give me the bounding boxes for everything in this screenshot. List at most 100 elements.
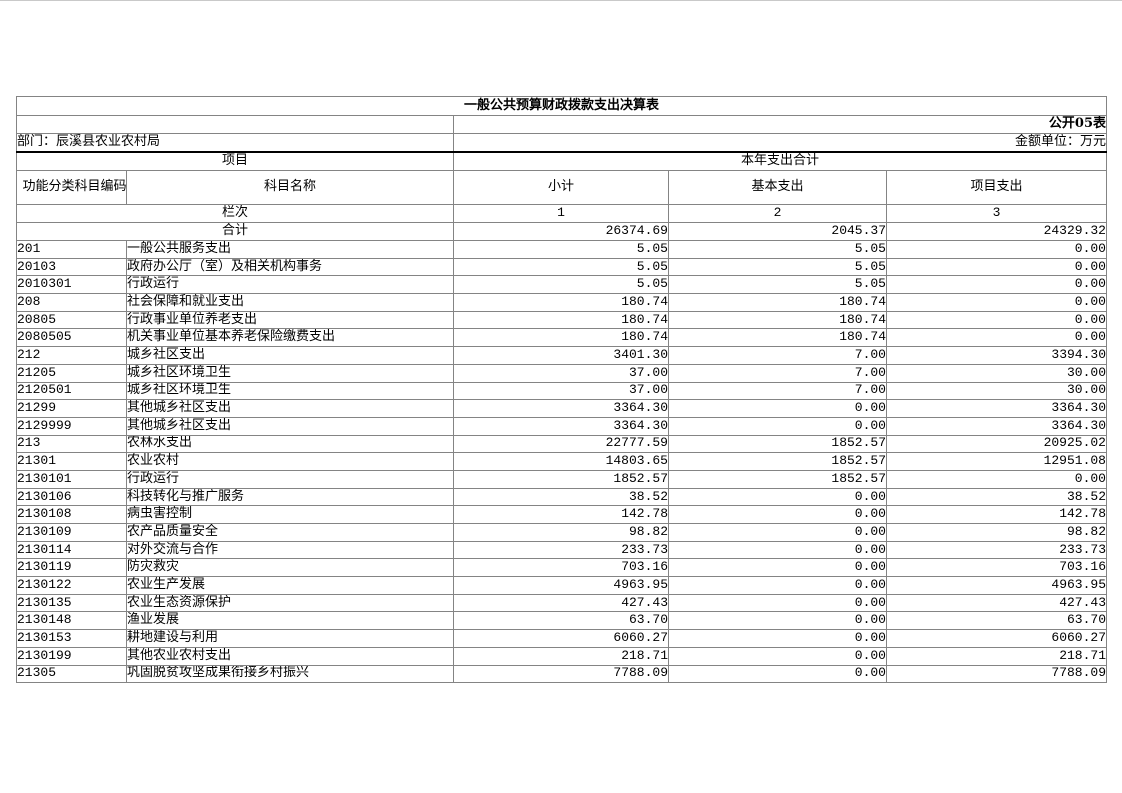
project-cell: 142.78: [886, 505, 1107, 524]
project-cell: 233.73: [886, 540, 1107, 560]
code-cell: 21299: [16, 399, 127, 418]
subtotal-cell: 180.74: [453, 310, 669, 330]
subtotal-cell: 3364.30: [453, 399, 669, 418]
project-cell: 7788.09: [886, 664, 1107, 684]
subtotal-cell: 233.73: [453, 540, 669, 560]
year-total-group-header: 本年支出合计: [453, 151, 1107, 171]
table-row: 2130106 科技转化与推广服务 38.52 0.00 38.52: [16, 487, 1107, 507]
code-cell: 213: [16, 434, 127, 454]
table-title: 一般公共预算财政拨款支出决算表: [16, 96, 1107, 116]
name-cell: 其他农业农村支出: [126, 646, 454, 666]
project-cell: 3364.30: [886, 416, 1107, 436]
col-header-name: 科目名称: [126, 170, 454, 205]
basic-cell: 180.74: [668, 328, 887, 348]
code-cell: 2010301: [16, 275, 127, 295]
basic-cell: 0.00: [668, 416, 887, 436]
subtotal-cell: 14803.65: [453, 452, 669, 471]
name-cell: 农产品质量安全: [126, 523, 454, 542]
table-row: 2130153 耕地建设与利用 6060.27 0.00 6060.27: [16, 629, 1107, 648]
basic-cell: 0.00: [668, 523, 887, 542]
name-cell: 耕地建设与利用: [126, 629, 454, 648]
table-row: 21301 农业农村 14803.65 1852.57 12951.08: [16, 452, 1107, 471]
code-cell: 2130109: [16, 523, 127, 542]
code-cell: 201: [16, 240, 127, 259]
name-cell: 巩固脱贫攻坚成果衔接乡村振兴: [126, 664, 454, 684]
basic-cell: 1852.57: [668, 469, 887, 489]
sheet-label-row: 公开05表: [16, 115, 1107, 134]
project-cell: 427.43: [886, 593, 1107, 613]
name-cell: 农业生产发展: [126, 576, 454, 595]
table-row: 2129999 其他城乡社区支出 3364.30 0.00 3364.30: [16, 416, 1107, 436]
table-row: 2010301 行政运行 5.05 5.05 0.00: [16, 275, 1107, 295]
table-row: 213 农林水支出 22777.59 1852.57 20925.02: [16, 434, 1107, 454]
lane-row-label: 栏次: [16, 204, 454, 223]
project-cell: 0.00: [886, 469, 1107, 489]
col-header-code-label: 功能分类科目编码: [22, 179, 127, 195]
project-cell: 6060.27: [886, 629, 1107, 648]
basic-cell: 0.00: [668, 611, 887, 631]
name-cell: 机关事业单位基本养老保险缴费支出: [126, 328, 454, 348]
subtotal-cell: 3401.30: [453, 346, 669, 365]
subtotal-cell: 142.78: [453, 505, 669, 524]
table-row: 2130148 渔业发展 63.70 0.00 63.70: [16, 611, 1107, 631]
column-header-row: 功能分类科目编码 科目名称 小计 基本支出 项目支出: [16, 170, 1107, 205]
table-row: 21205 城乡社区环境卫生 37.00 7.00 30.00: [16, 363, 1107, 383]
subtotal-cell: 180.74: [453, 328, 669, 348]
code-cell: 208: [16, 293, 127, 312]
project-cell: 4963.95: [886, 576, 1107, 595]
page-top-edge-line: [0, 0, 1122, 1]
code-cell: 20805: [16, 310, 127, 330]
code-cell: 21305: [16, 664, 127, 684]
basic-cell: 0.00: [668, 558, 887, 578]
col-header-code: 功能分类科目编码: [16, 170, 127, 205]
code-cell: 21205: [16, 363, 127, 383]
basic-cell: 180.74: [668, 310, 887, 330]
project-cell: 3394.30: [886, 346, 1107, 365]
code-cell: 2130106: [16, 487, 127, 507]
code-cell: 2130153: [16, 629, 127, 648]
total-row: 合计 26374.69 2045.37 24329.32: [16, 222, 1107, 241]
lane-col-3: 3: [886, 204, 1107, 223]
code-cell: 2120501: [16, 381, 127, 401]
project-group-header: 项目: [16, 151, 454, 171]
table-body: 201 一般公共服务支出 5.05 5.05 0.00 20103 政府办公厅（…: [16, 240, 1107, 684]
basic-cell: 0.00: [668, 576, 887, 595]
project-cell: 98.82: [886, 523, 1107, 542]
code-cell: 21301: [16, 452, 127, 471]
subtotal-cell: 703.16: [453, 558, 669, 578]
name-cell: 城乡社区环境卫生: [126, 363, 454, 383]
table-row: 2130114 对外交流与合作 233.73 0.00 233.73: [16, 540, 1107, 560]
table-row: 208 社会保障和就业支出 180.74 180.74 0.00: [16, 293, 1107, 312]
basic-cell: 7.00: [668, 346, 887, 365]
table-row: 2130199 其他农业农村支出 218.71 0.00 218.71: [16, 646, 1107, 666]
code-cell: 2130135: [16, 593, 127, 613]
lane-col-2: 2: [668, 204, 887, 223]
subtotal-cell: 5.05: [453, 240, 669, 259]
basic-cell: 1852.57: [668, 452, 887, 471]
project-cell: 0.00: [886, 240, 1107, 259]
basic-cell: 5.05: [668, 257, 887, 277]
subtotal-cell: 38.52: [453, 487, 669, 507]
name-cell: 科技转化与推广服务: [126, 487, 454, 507]
name-cell: 病虫害控制: [126, 505, 454, 524]
name-cell: 行政事业单位养老支出: [126, 310, 454, 330]
subtotal-cell: 63.70: [453, 611, 669, 631]
subtotal-cell: 4963.95: [453, 576, 669, 595]
project-cell: 30.00: [886, 381, 1107, 401]
table-row: 20103 政府办公厅（室）及相关机构事务 5.05 5.05 0.00: [16, 257, 1107, 277]
name-cell: 其他城乡社区支出: [126, 416, 454, 436]
sheet-row-empty-cell: [16, 115, 454, 134]
project-cell: 30.00: [886, 363, 1107, 383]
subtotal-cell: 218.71: [453, 646, 669, 666]
basic-cell: 0.00: [668, 646, 887, 666]
basic-cell: 5.05: [668, 275, 887, 295]
table-row: 21299 其他城乡社区支出 3364.30 0.00 3364.30: [16, 399, 1107, 418]
department-row: 部门：辰溪县农业农村局 金额单位：万元: [16, 133, 1107, 153]
code-cell: 2130199: [16, 646, 127, 666]
total-basic-cell: 2045.37: [668, 222, 887, 241]
total-row-label: 合计: [16, 222, 454, 241]
project-cell: 0.00: [886, 293, 1107, 312]
subtotal-cell: 180.74: [453, 293, 669, 312]
subtotal-cell: 3364.30: [453, 416, 669, 436]
